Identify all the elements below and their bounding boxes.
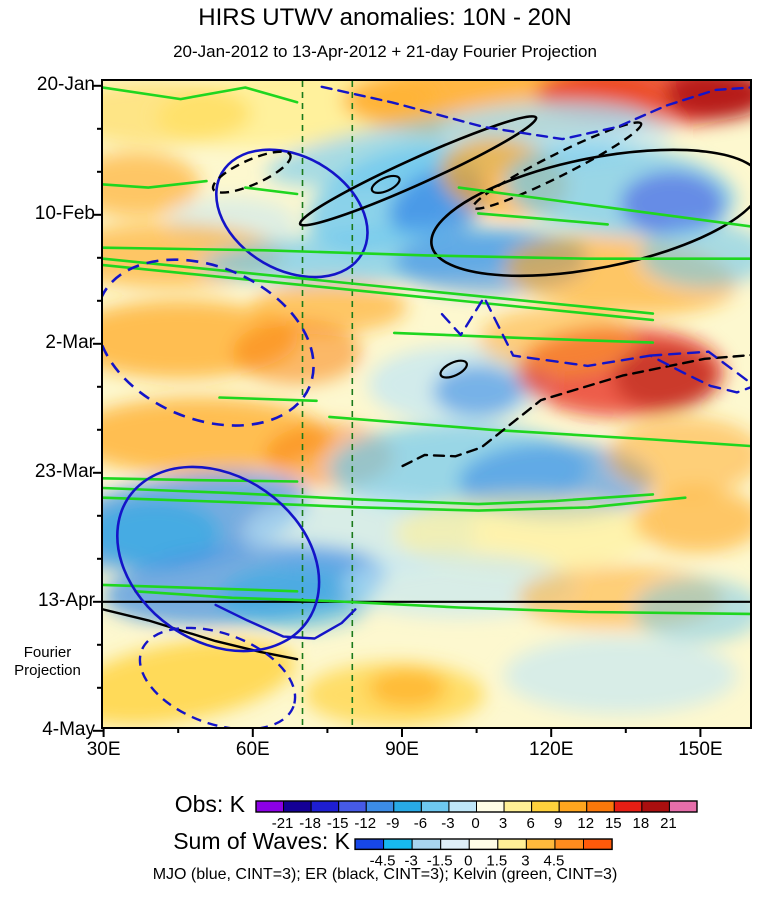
- svg-text:3: 3: [498, 815, 506, 832]
- svg-text:-6: -6: [413, 815, 426, 832]
- svg-text:-3: -3: [441, 815, 454, 832]
- svg-text:9: 9: [554, 815, 562, 832]
- svg-text:-12: -12: [354, 815, 376, 832]
- svg-text:18: 18: [632, 815, 649, 832]
- svg-text:-9: -9: [386, 815, 399, 832]
- svg-text:6: 6: [526, 815, 534, 832]
- svg-text:0: 0: [471, 815, 479, 832]
- svg-text:12: 12: [577, 815, 594, 832]
- svg-text:21: 21: [660, 815, 677, 832]
- svg-text:15: 15: [604, 815, 621, 832]
